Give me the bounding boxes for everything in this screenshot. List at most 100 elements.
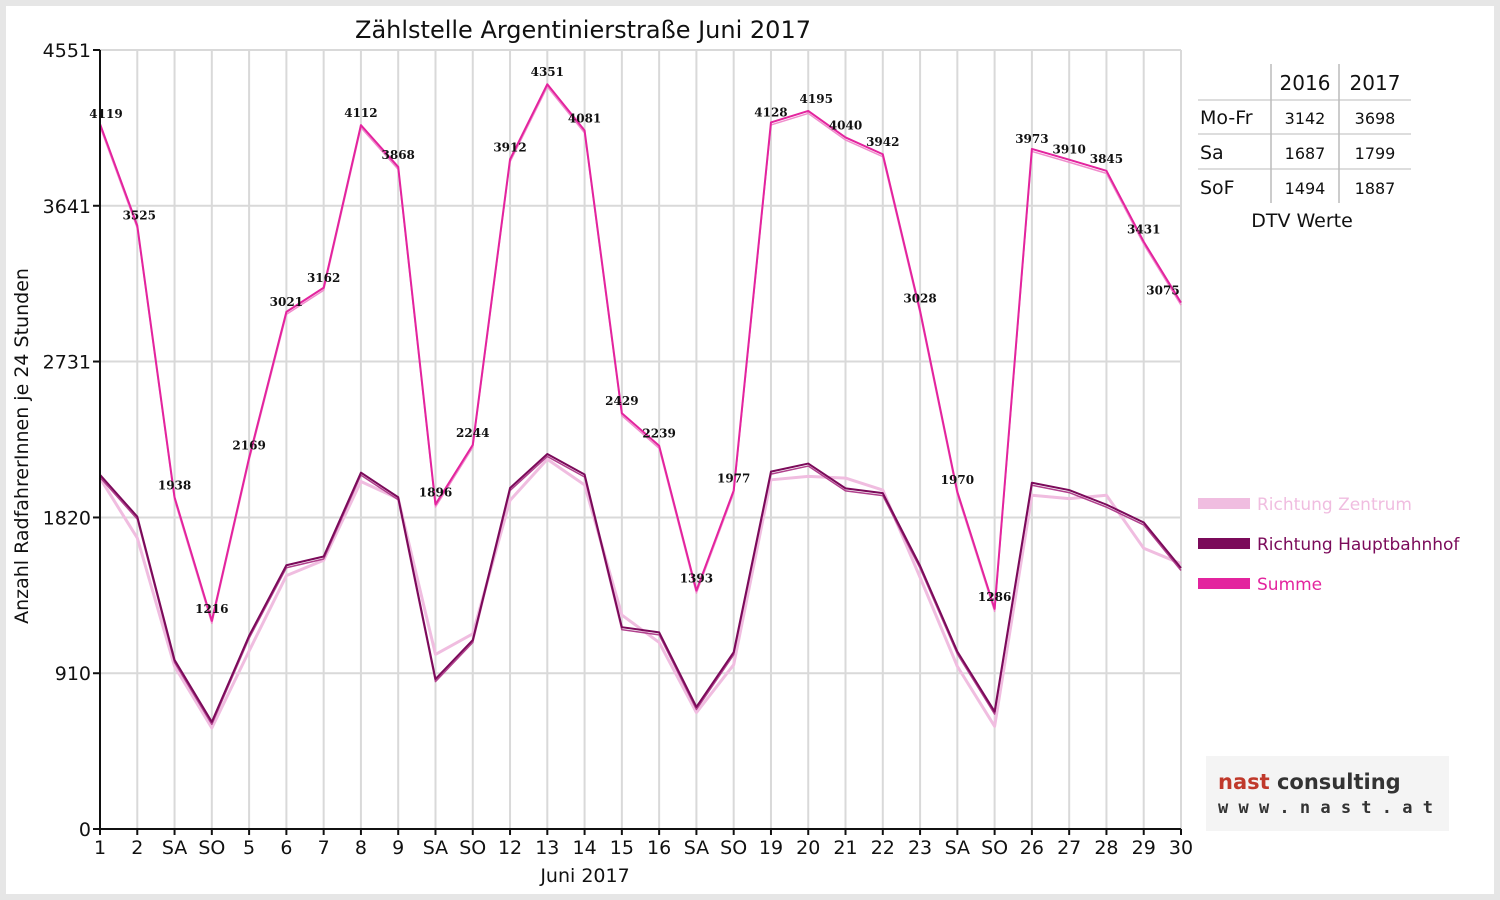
data-label: 2429 bbox=[605, 394, 638, 408]
data-label: 3028 bbox=[903, 292, 936, 306]
legend-swatch bbox=[1198, 578, 1250, 589]
data-label: 3912 bbox=[493, 140, 526, 154]
data-label: 4112 bbox=[344, 106, 377, 120]
x-axis-ticks: 1 2 SA SO 5 6 7 8 9 SA SO 12 13 14 15 16 SA SO 19 20 21 22 23 S… bbox=[94, 829, 1193, 859]
x-tick-label: 12 bbox=[498, 837, 522, 859]
data-label: 3910 bbox=[1052, 143, 1085, 157]
series-line-summe-shadow bbox=[99, 85, 1182, 625]
x-tick-label: 7 bbox=[318, 837, 330, 859]
data-label: 2169 bbox=[232, 439, 265, 453]
x-tick-label: 5 bbox=[243, 837, 255, 859]
chart-frame: Zählstelle Argentinierstraße Juni 2017 0… bbox=[6, 6, 1494, 894]
table-cell: 1887 bbox=[1355, 179, 1396, 198]
y-axis-ticks: 0 910 1820 2731 3641 4551 bbox=[43, 40, 100, 841]
table-header-cell: 2017 bbox=[1350, 71, 1401, 95]
x-tick-label: 14 bbox=[572, 837, 596, 859]
data-label: 3845 bbox=[1090, 152, 1123, 166]
x-tick-label: SO bbox=[981, 837, 1008, 859]
data-label: 1970 bbox=[941, 473, 974, 487]
table-cell: 3698 bbox=[1355, 109, 1396, 128]
x-tick-label: SA bbox=[945, 837, 970, 859]
data-label: 1393 bbox=[680, 572, 713, 586]
logo-brand-part1: nast bbox=[1218, 770, 1270, 794]
x-tick-label: 2 bbox=[131, 837, 143, 859]
series-line-hauptbahnhof bbox=[99, 452, 1182, 723]
y-tick-label: 0 bbox=[79, 819, 91, 841]
y-axis-label: Anzahl RadfahrerInnen je 24 Stunden bbox=[11, 268, 33, 624]
data-label: 4351 bbox=[531, 65, 564, 79]
data-label: 4128 bbox=[754, 105, 787, 119]
x-tick-label: 21 bbox=[833, 837, 857, 859]
chart-title: Zählstelle Argentinierstraße Juni 2017 bbox=[355, 16, 811, 44]
series-line-hauptbahnhof-shadow bbox=[99, 455, 1182, 726]
chart-grid bbox=[100, 49, 1182, 830]
data-label: 3973 bbox=[1015, 132, 1048, 146]
line-chart: Zählstelle Argentinierstraße Juni 2017 0… bbox=[11, 16, 1460, 887]
table-cell: 1687 bbox=[1285, 144, 1326, 163]
x-tick-label: 23 bbox=[908, 837, 932, 859]
data-label: 1286 bbox=[978, 590, 1011, 604]
x-tick-label: 22 bbox=[871, 837, 895, 859]
data-label: 1938 bbox=[158, 478, 191, 492]
x-tick-label: SA bbox=[423, 837, 448, 859]
data-label: 3525 bbox=[123, 209, 156, 223]
legend-swatch bbox=[1198, 538, 1250, 549]
x-tick-label: 28 bbox=[1094, 837, 1118, 859]
data-label: 2239 bbox=[642, 427, 675, 441]
x-tick-label: 26 bbox=[1020, 837, 1044, 859]
x-tick-label: 13 bbox=[535, 837, 559, 859]
x-tick-label: 27 bbox=[1057, 837, 1081, 859]
legend-label: Richtung Hauptbahnhof bbox=[1257, 535, 1460, 555]
x-tick-label: 1 bbox=[94, 837, 106, 859]
x-tick-label: SO bbox=[459, 837, 486, 859]
x-tick-label: 16 bbox=[647, 837, 671, 859]
data-labels: 4119 3525 1938 1216 2169 3021 3162 4112 3868 1896… bbox=[89, 65, 1179, 616]
y-tick-label: 4551 bbox=[43, 40, 91, 62]
y-tick-label: 2731 bbox=[43, 352, 91, 374]
table-row-label: Sa bbox=[1200, 142, 1224, 164]
x-tick-label: 15 bbox=[610, 837, 634, 859]
x-tick-label: 9 bbox=[392, 837, 404, 859]
x-tick-label: 6 bbox=[280, 837, 292, 859]
data-label: 4195 bbox=[800, 92, 833, 106]
legend-label: Richtung Zentrum bbox=[1257, 495, 1412, 515]
data-label: 3075 bbox=[1146, 284, 1179, 298]
nast-consulting-logo: nast consulting w w w . n a s t . a t bbox=[1206, 756, 1449, 831]
data-label: 4081 bbox=[568, 111, 601, 125]
y-tick-label: 910 bbox=[55, 663, 91, 685]
logo-brand: nast consulting bbox=[1218, 770, 1401, 794]
data-label: 1896 bbox=[419, 485, 452, 499]
data-label: 1216 bbox=[195, 602, 228, 616]
y-tick-label: 3641 bbox=[43, 196, 91, 218]
table-cell: 1494 bbox=[1285, 179, 1326, 198]
table-cell: 1799 bbox=[1355, 144, 1396, 163]
logo-brand-part2: consulting bbox=[1269, 770, 1401, 794]
data-label: 1977 bbox=[717, 472, 750, 486]
data-label: 3942 bbox=[866, 135, 899, 149]
x-tick-label: SA bbox=[684, 837, 709, 859]
series-line-summe bbox=[99, 83, 1182, 622]
chart-legend: Richtung Zentrum Richtung Hauptbahnhof Sum… bbox=[1198, 495, 1460, 595]
legend-swatch bbox=[1198, 498, 1250, 509]
data-label: 2244 bbox=[456, 426, 489, 440]
x-tick-label: SA bbox=[162, 837, 187, 859]
y-tick-label: 1820 bbox=[43, 507, 91, 529]
table-cell: 3142 bbox=[1285, 109, 1326, 128]
x-tick-label: SO bbox=[720, 837, 747, 859]
x-tick-label: SO bbox=[198, 837, 225, 859]
series-line-zentrum bbox=[98, 457, 1182, 730]
x-tick-label: 19 bbox=[759, 837, 783, 859]
table-caption: DTV Werte bbox=[1251, 210, 1353, 232]
x-tick-label: 29 bbox=[1132, 837, 1156, 859]
chart-axes bbox=[99, 50, 1181, 830]
data-label: 4119 bbox=[89, 107, 122, 121]
data-label: 3162 bbox=[307, 271, 340, 285]
table-header-cell: 2016 bbox=[1280, 71, 1331, 95]
data-label: 3868 bbox=[382, 148, 415, 162]
x-tick-label: 8 bbox=[355, 837, 367, 859]
chart-series bbox=[98, 83, 1182, 730]
legend-label: Summe bbox=[1257, 575, 1322, 595]
data-label: 3021 bbox=[270, 295, 303, 309]
table-row-label: Mo-Fr bbox=[1200, 107, 1253, 129]
x-tick-label: 30 bbox=[1169, 837, 1193, 859]
